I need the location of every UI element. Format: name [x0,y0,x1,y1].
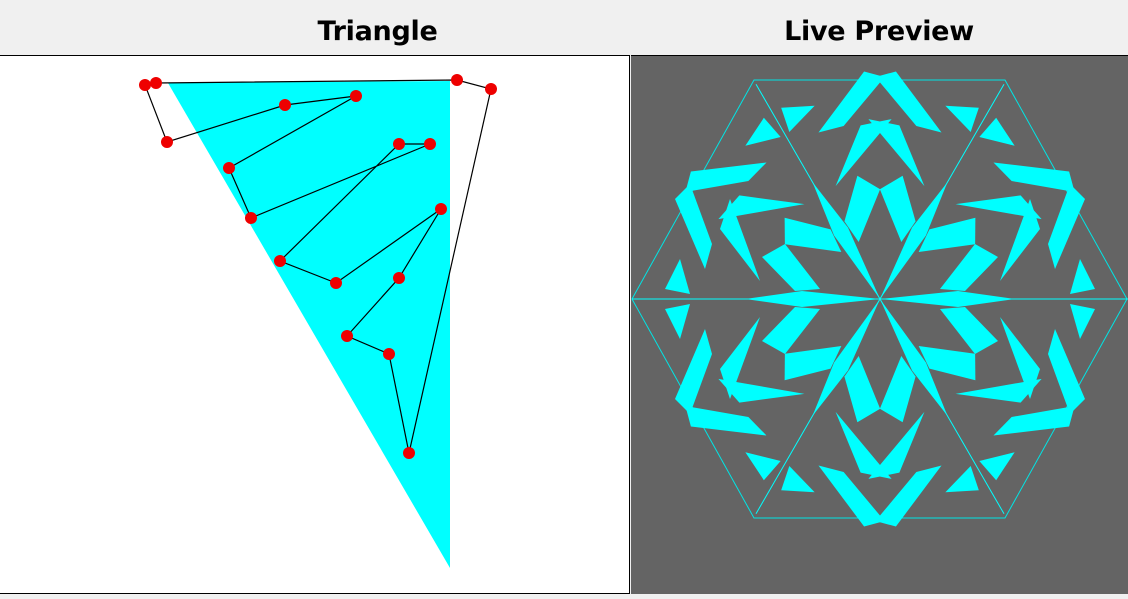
control-point[interactable] [341,330,353,342]
snowflake-segment [979,117,1015,146]
snowflake-segment [879,175,916,243]
snowflake-segment [818,465,885,527]
snowflake-segment [844,355,881,423]
control-point[interactable] [451,74,463,86]
snowflake-pattern [632,71,1128,527]
control-point[interactable] [383,348,395,360]
control-point[interactable] [485,83,497,95]
snowflake-segment [818,71,885,133]
snowflake-segment [879,355,916,423]
triangle-panel-header: Triangle [0,0,630,55]
snowflake-segment [745,452,781,481]
snowflake-segment [685,406,767,436]
snowflake-segment [875,465,942,527]
snowflake-segment [918,217,976,253]
snowflake-segment [718,195,805,220]
snowflake-segment [762,307,820,354]
control-point[interactable] [403,447,415,459]
snowflake-segment [781,105,815,132]
snowflake-segment [940,244,998,291]
control-point[interactable] [435,203,447,215]
snowflake-segment [675,184,712,269]
snowflake-segment [979,452,1015,481]
sector-line [755,298,881,515]
preview-panel-header: Live Preview [630,0,1128,55]
triangle-panel-title: Triangle [317,16,438,47]
sector-line [755,83,881,300]
control-point[interactable] [274,255,286,267]
control-point[interactable] [330,277,342,289]
snowflake-segment [875,71,942,133]
triangle-editor-canvas[interactable] [0,55,630,594]
snowflake-segment [745,117,781,146]
control-point[interactable] [393,272,405,284]
control-point[interactable] [424,138,436,150]
snowflake-arm [880,184,1095,414]
snowflake-segment [665,259,690,294]
snowflake-segment [784,217,842,253]
snowflake-segment [868,411,925,479]
snowflake-segment [781,466,815,493]
control-point[interactable] [245,212,257,224]
snowflake-segment [685,162,767,192]
snowflake-segment [720,317,760,399]
snowflake-preview-svg [631,71,1128,527]
sector-line [879,298,1005,515]
control-point[interactable] [139,79,151,91]
snowflake-segment [665,304,690,339]
snowflake-segment [993,162,1075,192]
snowflake-segment [918,345,976,381]
sector-line [879,83,1005,300]
snowflake-segment [955,195,1042,220]
snowflake-segment [1048,329,1085,414]
control-point[interactable] [279,99,291,111]
snowflake-segment [835,411,892,479]
snowflake-segment [1070,259,1095,294]
snowflake-segment [1000,317,1040,399]
snowflake-segment [945,466,979,493]
snowflake-segment [868,119,925,187]
snowflake-segment [1048,184,1085,269]
wedge-triangle [168,81,450,568]
snowflake-segment [718,378,805,403]
snowflake-segment [993,406,1075,436]
snowflake-segment [1000,199,1040,281]
control-point[interactable] [350,90,362,102]
snowflake-segment [844,175,881,243]
control-point[interactable] [161,136,173,148]
snowflake-segment [945,105,979,132]
control-point[interactable] [393,138,405,150]
control-point[interactable] [150,77,162,89]
snowflake-segment [955,378,1042,403]
triangle-editor-svg[interactable] [0,56,630,595]
snowflake-segment [940,307,998,354]
control-point[interactable] [223,162,235,174]
snowflake-segment [784,345,842,381]
snowflake-segment [1070,304,1095,339]
snowflake-segment [762,244,820,291]
snowflake-segment [675,329,712,414]
control-points[interactable] [139,74,497,459]
snowflake-segment [720,199,760,281]
live-preview-canvas [631,55,1128,594]
snowflake-segment [835,119,892,187]
preview-panel-title: Live Preview [784,16,974,47]
